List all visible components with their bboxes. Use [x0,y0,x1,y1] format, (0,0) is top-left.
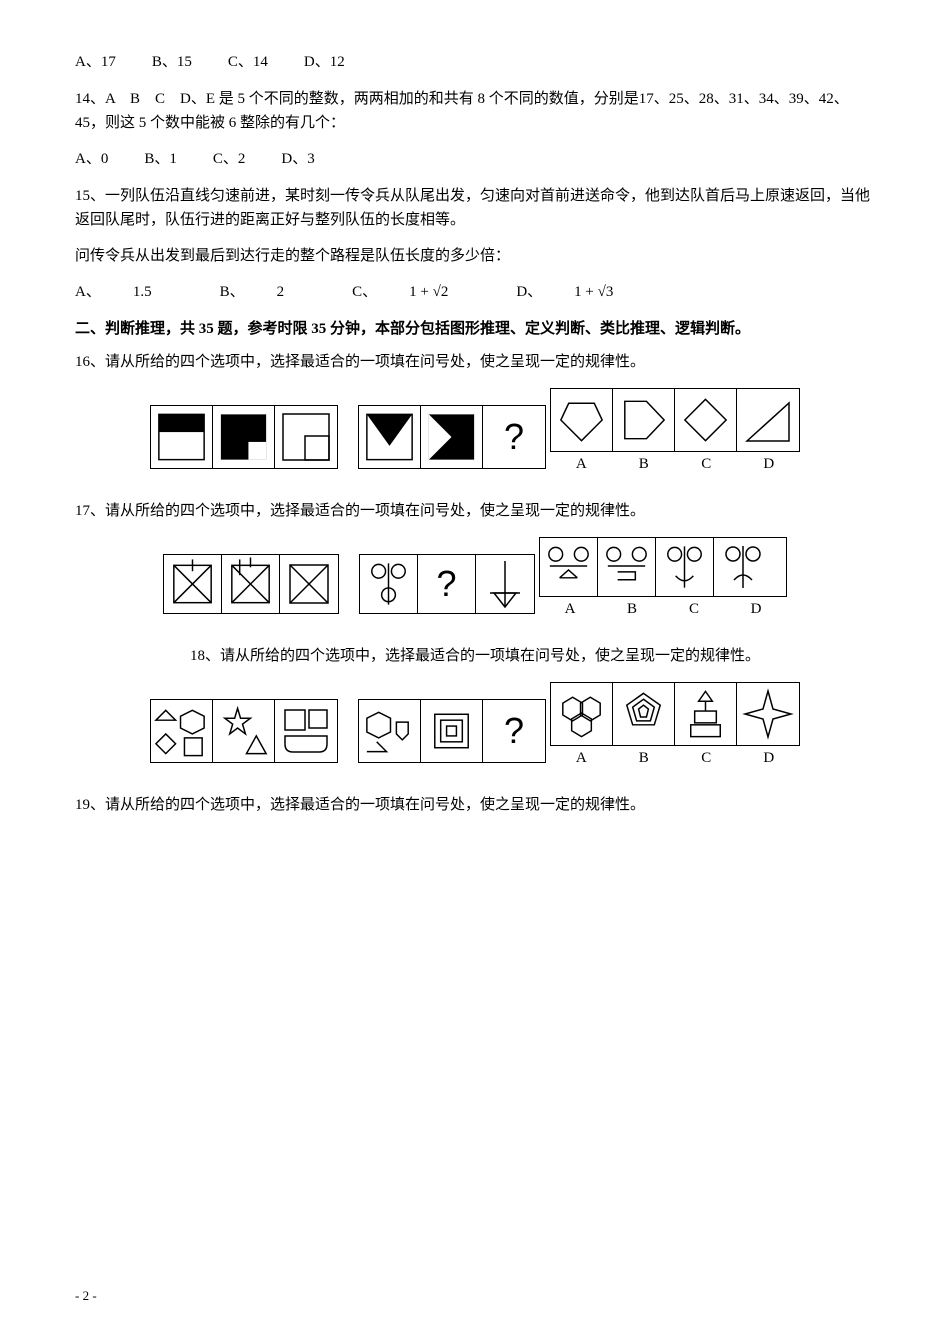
question-mark-icon: ? [436,563,456,605]
q18-text: 18、请从所给的四个选项中，选择最适合的一项填在问号处，使之呈现一定的规律性。 [75,644,875,668]
q17-text: 17、请从所给的四个选项中，选择最适合的一项填在问号处，使之呈现一定的规律性。 [75,499,875,523]
q13-opt-c: C、14 [228,50,268,71]
q15-text2: 问传令兵从出发到最后到达行走的整个路程是队伍长度的多少倍： [75,244,875,268]
q18-group1 [150,699,338,763]
q16-group2: ? [358,405,546,469]
q14-options: A、0 B、1 C、2 D、3 [75,147,875,168]
q14-text: 14、A B C D、E 是 5 个不同的整数，两两相加的和共有 8 个不同的数… [75,87,875,135]
q16-answers [550,388,800,452]
label-d: D [725,601,787,618]
q14-opt-a: A、0 [75,147,108,168]
q13-opt-b: B、15 [152,50,192,71]
label-c: C [675,456,737,473]
q14-opt-c: C、2 [213,147,246,168]
label-c: C [675,750,737,767]
q17-answers [539,537,787,597]
q16-group1 [150,405,338,469]
q18-figure: ? A B C D [75,682,875,771]
label-c: C [663,601,725,618]
label-b: B [613,456,675,473]
q18-answers [550,682,800,746]
q15-text1: 15、一列队伍沿直线匀速前进，某时刻一传令兵从队尾出发，匀速向对首前进送命令，他… [75,184,875,232]
label-d: D [738,750,800,767]
q13-opt-a: A、17 [75,50,116,71]
question-mark-icon: ? [504,710,524,752]
q16-figure: ? A B C D [75,388,875,477]
label-a: A [539,601,601,618]
page-number: - 2 - [75,1288,97,1304]
q13-opt-d: D、12 [304,50,345,71]
q16-text: 16、请从所给的四个选项中，选择最适合的一项填在问号处，使之呈现一定的规律性。 [75,350,875,374]
q15-opt-c: C、1 + √2 [352,280,480,301]
q14-opt-d: D、3 [281,147,314,168]
q17-figure: ? A B C D [75,537,875,622]
question-mark-icon: ? [504,416,524,458]
q14-opt-b: B、1 [144,147,177,168]
label-d: D [738,456,800,473]
q15-options: A、1.5 B、2 C、1 + √2 D、1 + √3 [75,280,875,301]
q17-group1 [163,554,339,614]
q17-group2: ? [359,554,535,614]
q13-options: A、17 B、15 C、14 D、12 [75,50,875,71]
q15-opt-d: D、1 + √3 [516,280,645,301]
label-b: B [613,750,675,767]
q15-opt-b: B、2 [220,280,317,301]
q19-text: 19、请从所给的四个选项中，选择最适合的一项填在问号处，使之呈现一定的规律性。 [75,793,875,817]
q15-opt-a: A、1.5 [75,280,184,301]
q18-group2: ? [358,699,546,763]
label-b: B [601,601,663,618]
label-a: A [550,456,612,473]
label-a: A [550,750,612,767]
section2-title: 二、判断推理，共 35 题，参考时限 35 分钟，本部分包括图形推理、定义判断、… [75,317,875,338]
